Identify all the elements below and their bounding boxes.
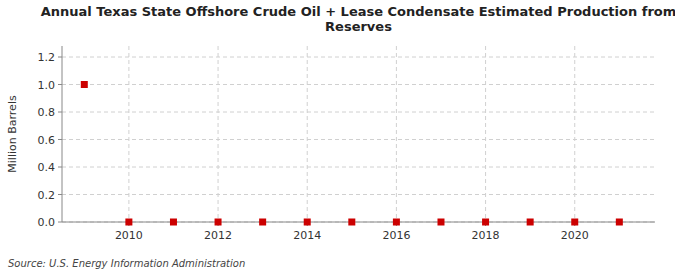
tick-label-x: 2020 (561, 229, 589, 242)
point (571, 219, 578, 226)
grid-line-x (307, 46, 308, 222)
tick-y (58, 139, 62, 140)
point (437, 219, 444, 226)
grid (62, 46, 655, 222)
y-axis-label: Million Barrels (6, 95, 19, 173)
grid-line-x (574, 46, 575, 222)
tick-y (58, 194, 62, 195)
grid-line-y (62, 139, 655, 140)
grid-line-y (62, 84, 655, 85)
tick-label-y: 0.8 (38, 106, 56, 119)
grid-line-x (396, 46, 397, 222)
tick-label-x: 2014 (293, 229, 321, 242)
grid-line-y (62, 112, 655, 113)
axis-y (62, 46, 63, 222)
point (304, 219, 311, 226)
chart: Annual Texas State Offshore Crude Oil + … (0, 0, 675, 275)
point (616, 219, 623, 226)
tick-label-x: 2012 (204, 229, 232, 242)
tick-label-x: 2010 (115, 229, 143, 242)
axis-x (62, 222, 655, 223)
tick-label-y: 1.0 (38, 79, 56, 92)
source-note: Source: U.S. Energy Information Administ… (8, 258, 245, 269)
tick-y (58, 84, 62, 85)
point (215, 219, 222, 226)
point (259, 219, 266, 226)
tick-label-x: 2018 (472, 229, 500, 242)
tick-label-y: 0.6 (38, 134, 56, 147)
tick-y (58, 112, 62, 113)
tick-label-y: 0.4 (38, 161, 56, 174)
title-line: Annual Texas State Offshore Crude Oil + … (41, 4, 675, 19)
axes: 0.0 0.2 0.4 0.6 0.8 1.0 1.2 2010 2012 2014 2016 201… (38, 46, 656, 242)
title-line: Reserves (325, 19, 392, 34)
point (393, 219, 400, 226)
point (125, 219, 132, 226)
tick-y (58, 222, 62, 223)
tick-label-y: 1.2 (38, 51, 56, 64)
point (170, 219, 177, 226)
grid-line-x (485, 46, 486, 222)
grid-line-y (62, 57, 655, 58)
point (348, 219, 355, 226)
grid-line-x (218, 46, 219, 222)
point (482, 219, 489, 226)
tick-label-x: 2016 (382, 229, 410, 242)
point (527, 219, 534, 226)
tick-label-y: 0.0 (38, 216, 56, 229)
grid-line-y (62, 167, 655, 168)
point (81, 81, 88, 88)
tick-y (58, 167, 62, 168)
grid-line-y (62, 222, 655, 223)
points (81, 81, 623, 226)
title: Annual Texas State Offshore Crude Oil + … (41, 4, 675, 34)
tick-label-y: 0.2 (38, 189, 56, 202)
grid-line-x (128, 46, 129, 222)
tick-y (58, 57, 62, 58)
grid-line-y (62, 194, 655, 195)
